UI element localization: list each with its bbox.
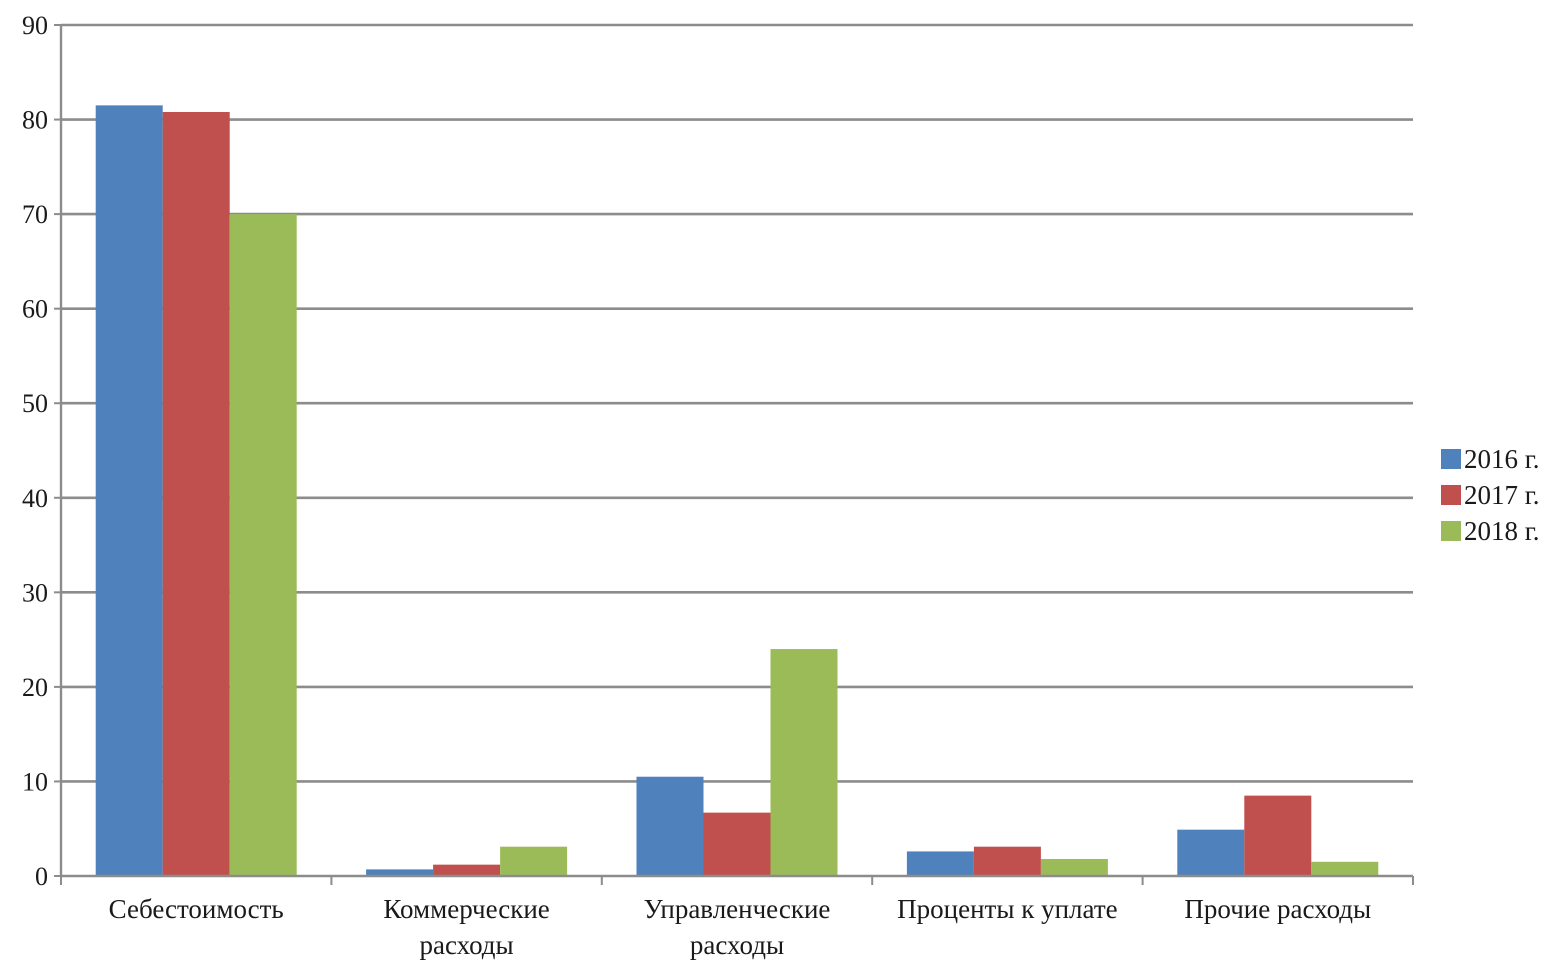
bar-series-1-category-2 [366,869,434,876]
y-tick-label: 50 [22,389,48,418]
legend: 2016 г. 2017 г. 2018 г. [1441,444,1540,546]
bar-series-1-category-4 [906,851,974,876]
bar-series-1-category-1 [95,105,163,877]
bar-series-3-category-1 [229,214,297,877]
bar-series-2-category-5 [1244,795,1312,876]
y-tick-label: 60 [22,295,48,324]
bar-series-3-category-5 [1311,861,1379,876]
legend-swatch [1441,485,1461,505]
bar-series-3-category-4 [1040,858,1108,876]
x-category-label: Себестоимость [109,894,284,924]
legend-label: 2017 г. [1464,480,1540,510]
y-tick-label: 20 [22,673,48,702]
bar-series-2-category-3 [703,812,771,876]
y-tick-label: 10 [22,767,48,796]
y-tick-label: 80 [22,106,48,135]
bars [95,105,1379,877]
y-tick-label: 70 [22,200,48,229]
axes: 0 10 20 30 40 50 60 70 80 90 Себестоимость Коммерче… [22,11,1414,960]
x-category-label: Прочие расходы [1184,894,1371,924]
bar-series-2-category-2 [433,864,501,876]
y-tick-label: 40 [22,484,48,513]
bar-series-2-category-4 [973,846,1041,876]
bar-series-1-category-3 [636,776,704,876]
y-tick-label: 90 [22,11,48,40]
bar-series-2-category-1 [162,111,230,877]
y-tick-label: 0 [35,862,48,891]
legend-swatch [1441,449,1461,469]
y-tick-label: 30 [22,578,48,607]
bar-series-1-category-5 [1177,829,1245,876]
bar-series-3-category-2 [500,846,568,876]
x-category-label: Коммерческие [383,894,549,924]
legend-label: 2018 г. [1464,516,1540,546]
x-category-label: Проценты к уплате [897,894,1117,924]
legend-swatch [1441,521,1461,541]
x-category-label: Управленческие [644,894,831,924]
legend-label: 2016 г. [1464,444,1540,474]
x-category-label: расходы [690,930,784,960]
x-category-label: расходы [420,930,514,960]
bar-series-3-category-3 [770,649,838,876]
